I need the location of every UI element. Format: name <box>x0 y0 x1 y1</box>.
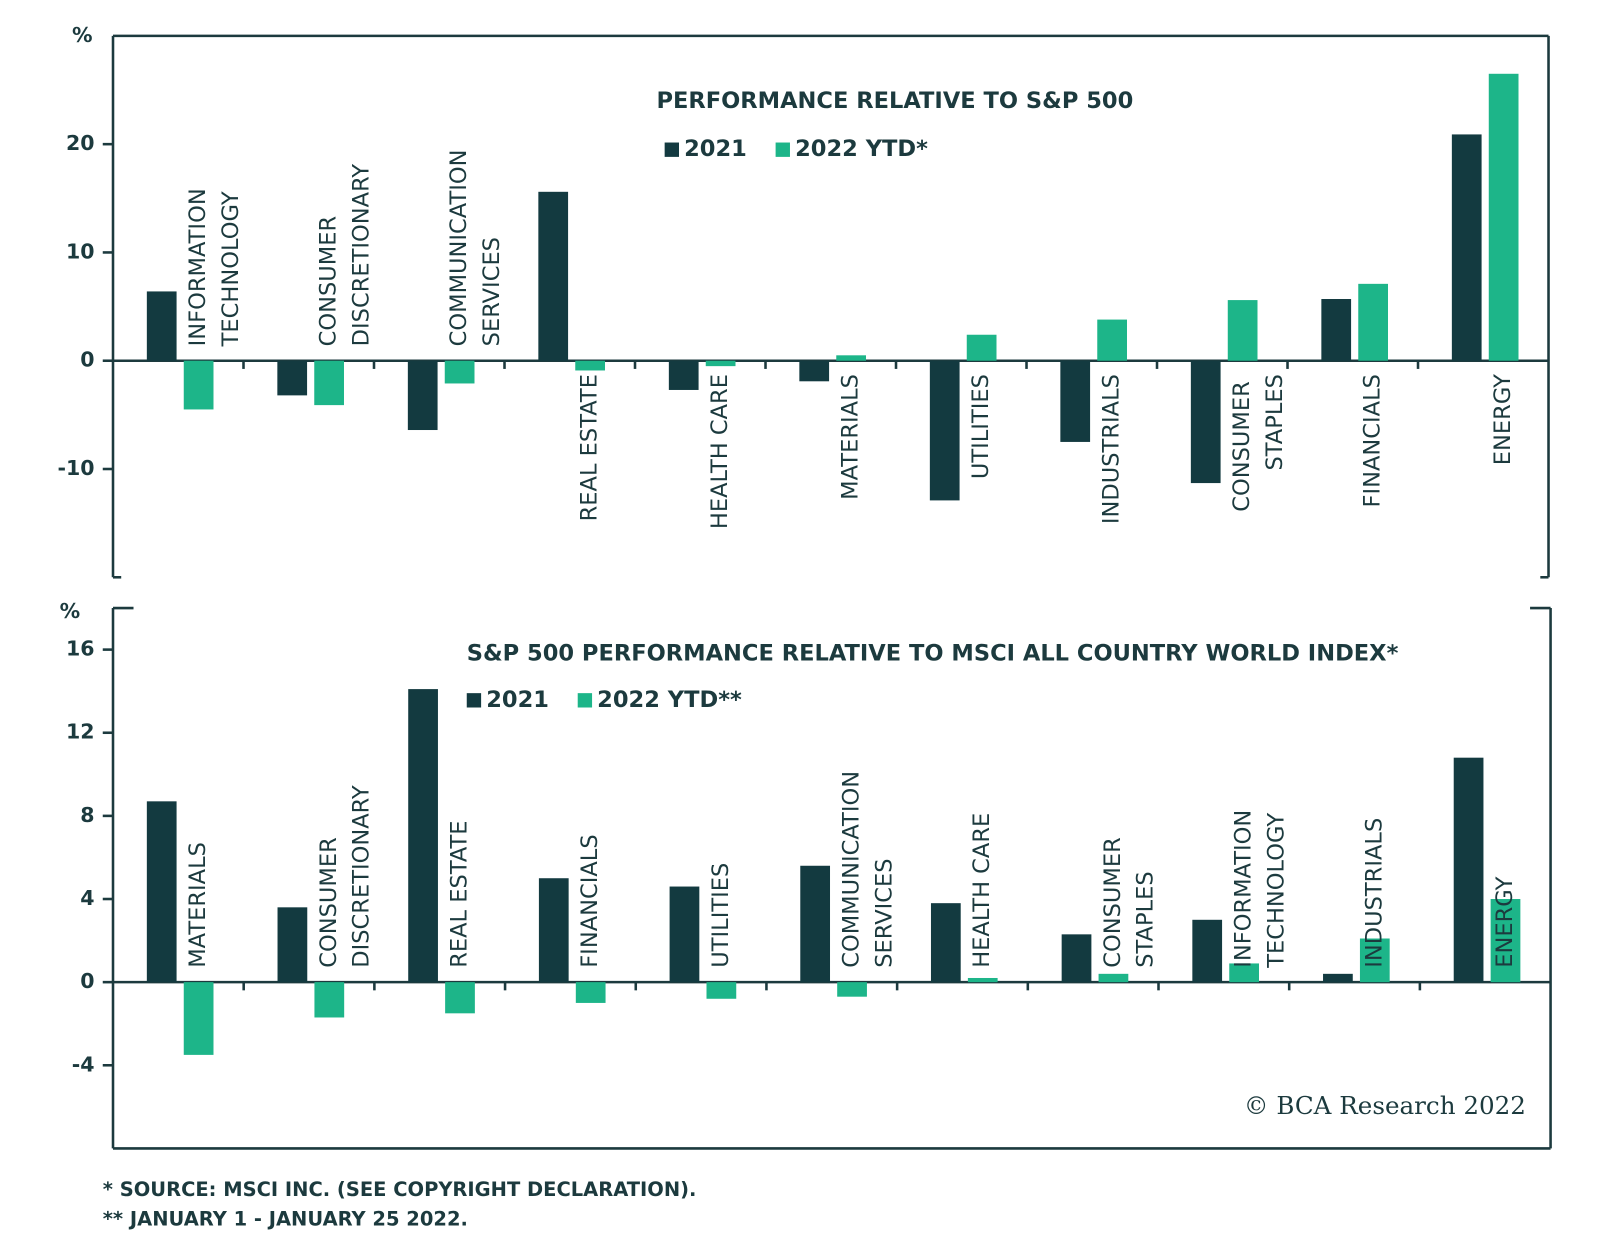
category-label: REAL ESTATE <box>576 374 602 521</box>
category-label: INFORMATION TECHNOLOGY <box>185 181 244 347</box>
y-tick-label: -4 <box>72 1052 95 1076</box>
y-tick-label: 4 <box>80 886 94 910</box>
bar <box>575 360 605 371</box>
bar <box>444 360 475 384</box>
chart-title: PERFORMANCE RELATIVE TO S&P 500 <box>656 88 1133 114</box>
bar <box>967 977 998 983</box>
bar <box>1060 360 1091 442</box>
category-label: CONSUMER DISCRETIONARY <box>315 785 374 968</box>
footnote: ** JANUARY 1 - JANUARY 25 2022. <box>103 1208 468 1231</box>
bar <box>1323 973 1353 983</box>
bar <box>538 878 569 983</box>
bar <box>668 360 699 390</box>
category-label: UTILITIES <box>968 374 994 479</box>
y-tick-label: 0 <box>80 348 94 372</box>
category-label: CONSUMER DISCRETIONARY <box>315 164 374 347</box>
bar <box>575 982 606 1003</box>
bar <box>929 360 960 501</box>
bar <box>314 360 344 406</box>
y-tick-label: 16 <box>66 637 95 661</box>
y-tick-label: -10 <box>57 456 94 480</box>
category-label: ENERGY <box>1490 374 1516 465</box>
bar <box>1192 919 1223 983</box>
category-label: UTILITIES <box>707 863 733 968</box>
category-label: ENERGY <box>1491 876 1517 967</box>
y-tick-label: 8 <box>80 803 94 827</box>
category-label: FINANCIALS <box>1359 374 1385 507</box>
bar <box>837 982 867 997</box>
bar <box>799 360 830 382</box>
bar <box>1490 899 1521 983</box>
y-tick-label: 0 <box>80 969 94 993</box>
category-label: CONSUMER STAPLES <box>1229 374 1288 512</box>
legend-label: 2022 YTD* <box>795 136 928 162</box>
legend-swatch <box>466 693 482 708</box>
bar <box>1097 319 1127 361</box>
bar <box>146 801 177 983</box>
category-label: CONSUMER STAPLES <box>1099 830 1158 968</box>
legend-swatch <box>664 142 680 157</box>
bar <box>183 360 214 410</box>
bar <box>1098 973 1129 983</box>
category-label: MATERIALS <box>185 842 211 968</box>
bar <box>1358 283 1389 361</box>
y-tick-label: 10 <box>66 239 95 263</box>
bar <box>706 982 737 999</box>
y-axis-unit: % <box>72 23 93 47</box>
bar <box>1488 73 1519 361</box>
bar <box>800 865 831 983</box>
legend-swatch <box>775 142 790 157</box>
bar <box>1229 963 1259 983</box>
bar <box>1453 757 1484 983</box>
bar <box>408 689 438 983</box>
category-label: HEALTH CARE <box>707 374 733 529</box>
y-tick-label: 20 <box>66 131 95 155</box>
category-label: HEALTH CARE <box>969 813 995 968</box>
bar <box>314 982 345 1018</box>
legend-label: 2021 <box>486 687 549 713</box>
category-label: INFORMATION TECHNOLOGY <box>1230 803 1289 969</box>
bar <box>277 907 308 983</box>
legend-label: 2022 YTD** <box>597 687 742 713</box>
legend-label: 2021 <box>684 136 747 162</box>
bar <box>705 360 736 367</box>
bar <box>538 191 569 361</box>
category-label: REAL ESTATE <box>446 820 472 967</box>
bar <box>1061 934 1092 983</box>
watermark: © BCA Research 2022 <box>1244 1091 1526 1120</box>
legend-swatch <box>577 693 593 708</box>
bar <box>183 982 214 1055</box>
chart-title: S&P 500 PERFORMANCE RELATIVE TO MSCI ALL… <box>467 641 1399 667</box>
footnote: * SOURCE: MSCI INC. (SEE COPYRIGHT DECLA… <box>103 1178 697 1201</box>
category-label: INDUSTRIALS <box>1361 818 1387 968</box>
bar <box>445 982 475 1014</box>
category-label: COMMUNICATION SERVICES <box>446 142 505 346</box>
y-axis-unit: % <box>60 599 81 623</box>
bar <box>1227 300 1258 361</box>
bar <box>1451 134 1482 361</box>
bar <box>1359 938 1390 983</box>
bar <box>407 360 438 431</box>
bar <box>930 903 961 983</box>
y-tick-label: 12 <box>66 720 95 744</box>
bar <box>836 355 866 361</box>
bar <box>1321 299 1352 361</box>
category-label: MATERIALS <box>837 374 863 500</box>
category-label: FINANCIALS <box>577 834 603 967</box>
bar <box>669 886 700 983</box>
category-label: COMMUNICATION SERVICES <box>838 764 897 968</box>
category-label: INDUSTRIALS <box>1098 374 1124 524</box>
bar <box>966 334 997 361</box>
bar <box>1190 360 1221 484</box>
bar <box>277 360 308 396</box>
bar <box>146 291 177 361</box>
